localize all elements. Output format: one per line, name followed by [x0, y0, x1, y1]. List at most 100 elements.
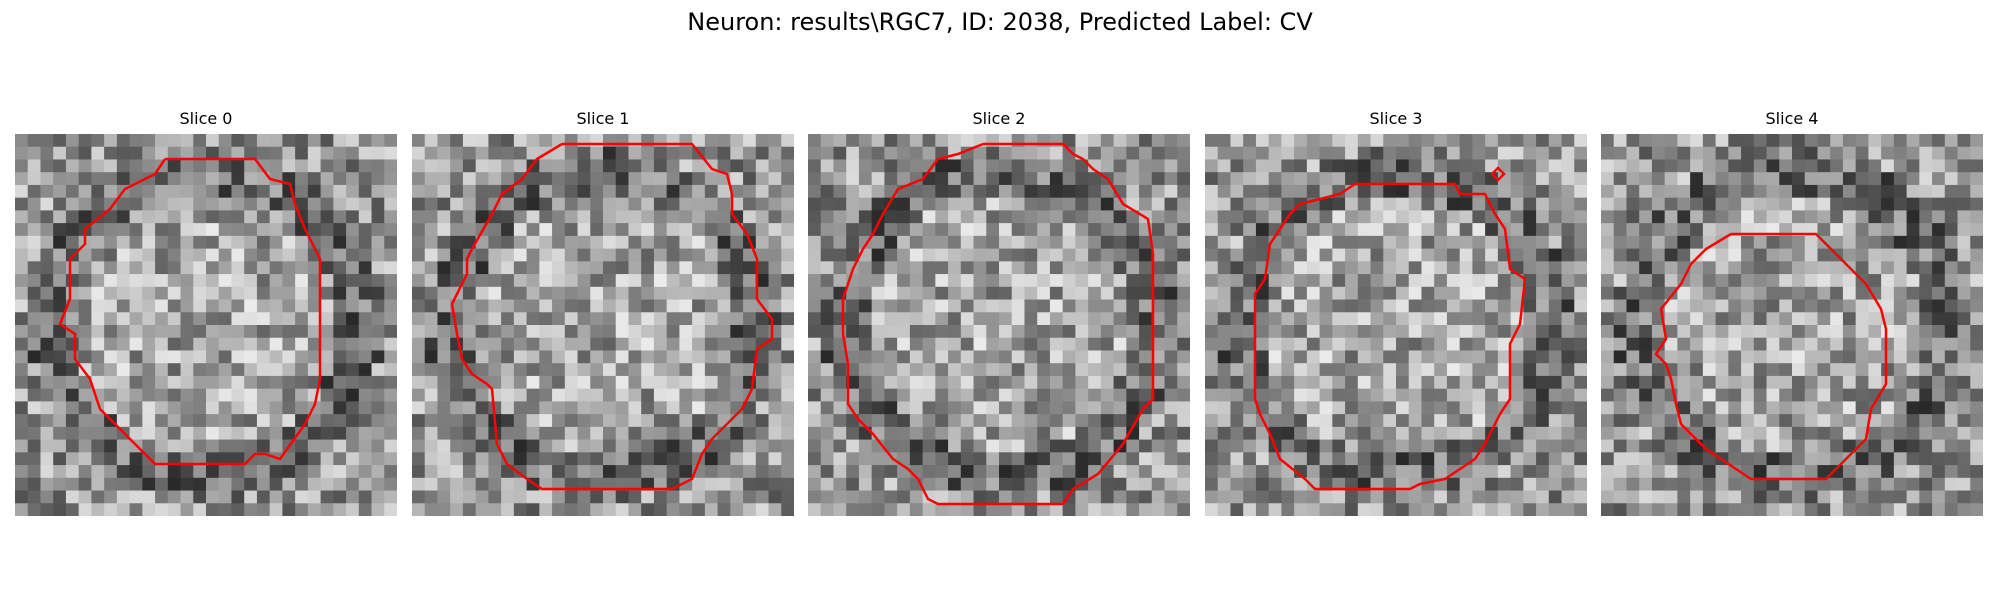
pixel — [53, 426, 67, 441]
pixel — [475, 439, 489, 453]
pixel — [282, 465, 296, 479]
pixel — [129, 337, 143, 351]
pixel — [462, 286, 477, 301]
pixel — [909, 325, 924, 339]
pixel — [1370, 465, 1384, 479]
pixel — [488, 477, 502, 492]
pixel — [218, 490, 232, 504]
pixel — [501, 439, 515, 453]
pixel — [615, 146, 629, 160]
pixel — [167, 261, 182, 275]
pixel — [1485, 235, 1499, 250]
pixel — [871, 299, 885, 313]
pixel — [1383, 490, 1397, 504]
pixel — [692, 350, 706, 364]
pixel — [1332, 235, 1346, 250]
pixel — [437, 172, 451, 186]
pixel — [1715, 146, 1729, 160]
pixel — [666, 350, 680, 364]
pixel — [1434, 465, 1448, 479]
pixel — [884, 465, 898, 479]
pixel — [1804, 286, 1818, 301]
pixel — [1011, 159, 1025, 173]
pixel — [590, 184, 604, 199]
pixel — [768, 503, 782, 516]
pixel — [1370, 197, 1384, 211]
pixel — [1804, 337, 1818, 351]
pixel — [577, 477, 591, 492]
pixel — [1702, 363, 1717, 377]
pixel — [462, 350, 477, 364]
pixel — [1626, 197, 1640, 211]
pixel — [1472, 465, 1486, 479]
pixel — [218, 452, 232, 466]
pixel — [820, 414, 834, 428]
pixel — [1357, 375, 1372, 390]
pixel — [653, 426, 668, 441]
pixel — [104, 286, 118, 301]
pixel — [1370, 223, 1384, 237]
pixel — [909, 388, 924, 402]
pixel — [346, 477, 360, 492]
pixel — [935, 223, 949, 237]
pixel — [692, 248, 706, 262]
pixel — [1626, 375, 1640, 390]
pixel — [78, 388, 92, 402]
pixel — [1957, 414, 1971, 428]
pixel — [973, 184, 987, 199]
pixel — [1855, 197, 1869, 211]
pixel — [1037, 172, 1051, 186]
pixel — [424, 210, 438, 224]
pixel — [871, 286, 885, 301]
pixel — [346, 274, 360, 288]
pixel — [781, 172, 794, 186]
pixel — [603, 197, 617, 211]
pixel — [180, 286, 194, 301]
pixel — [909, 134, 924, 148]
pixel — [320, 363, 334, 377]
pixel — [1536, 312, 1550, 326]
pixel — [1957, 210, 1971, 224]
pixel — [922, 184, 936, 199]
pixel — [371, 223, 385, 237]
pixel — [53, 414, 67, 428]
pixel — [1753, 274, 1768, 288]
pixel — [320, 325, 334, 339]
pixel — [307, 146, 322, 160]
pixel — [358, 261, 373, 275]
pixel — [615, 414, 629, 428]
pixel — [104, 172, 118, 186]
pixel — [1230, 439, 1244, 453]
pixel — [973, 375, 987, 390]
pixel — [897, 312, 911, 326]
pixel — [256, 401, 271, 415]
pixel — [1702, 274, 1717, 288]
pixel — [730, 350, 744, 364]
pixel — [1536, 465, 1550, 479]
pixel — [1370, 375, 1384, 390]
pixel — [1024, 337, 1038, 351]
pixel — [1893, 312, 1908, 326]
pixel — [1919, 274, 1933, 288]
pixel — [1255, 197, 1270, 211]
pixel — [155, 477, 169, 492]
pixel — [475, 363, 489, 377]
pixel — [412, 172, 426, 186]
pixel — [1306, 286, 1321, 301]
pixel — [1049, 261, 1064, 275]
pixel — [116, 197, 131, 211]
pixel — [628, 146, 642, 160]
pixel — [1243, 159, 1257, 173]
pixel — [27, 286, 41, 301]
pixel — [371, 363, 385, 377]
pixel — [1561, 172, 1575, 186]
pixel — [358, 312, 373, 326]
pixel — [1357, 477, 1372, 492]
pixel — [218, 439, 232, 453]
pixel — [1651, 401, 1666, 415]
noise-grid — [1601, 134, 1983, 516]
pixel — [1855, 388, 1869, 402]
pixel — [1049, 477, 1064, 492]
pixel — [526, 388, 540, 402]
pixel — [935, 197, 949, 211]
